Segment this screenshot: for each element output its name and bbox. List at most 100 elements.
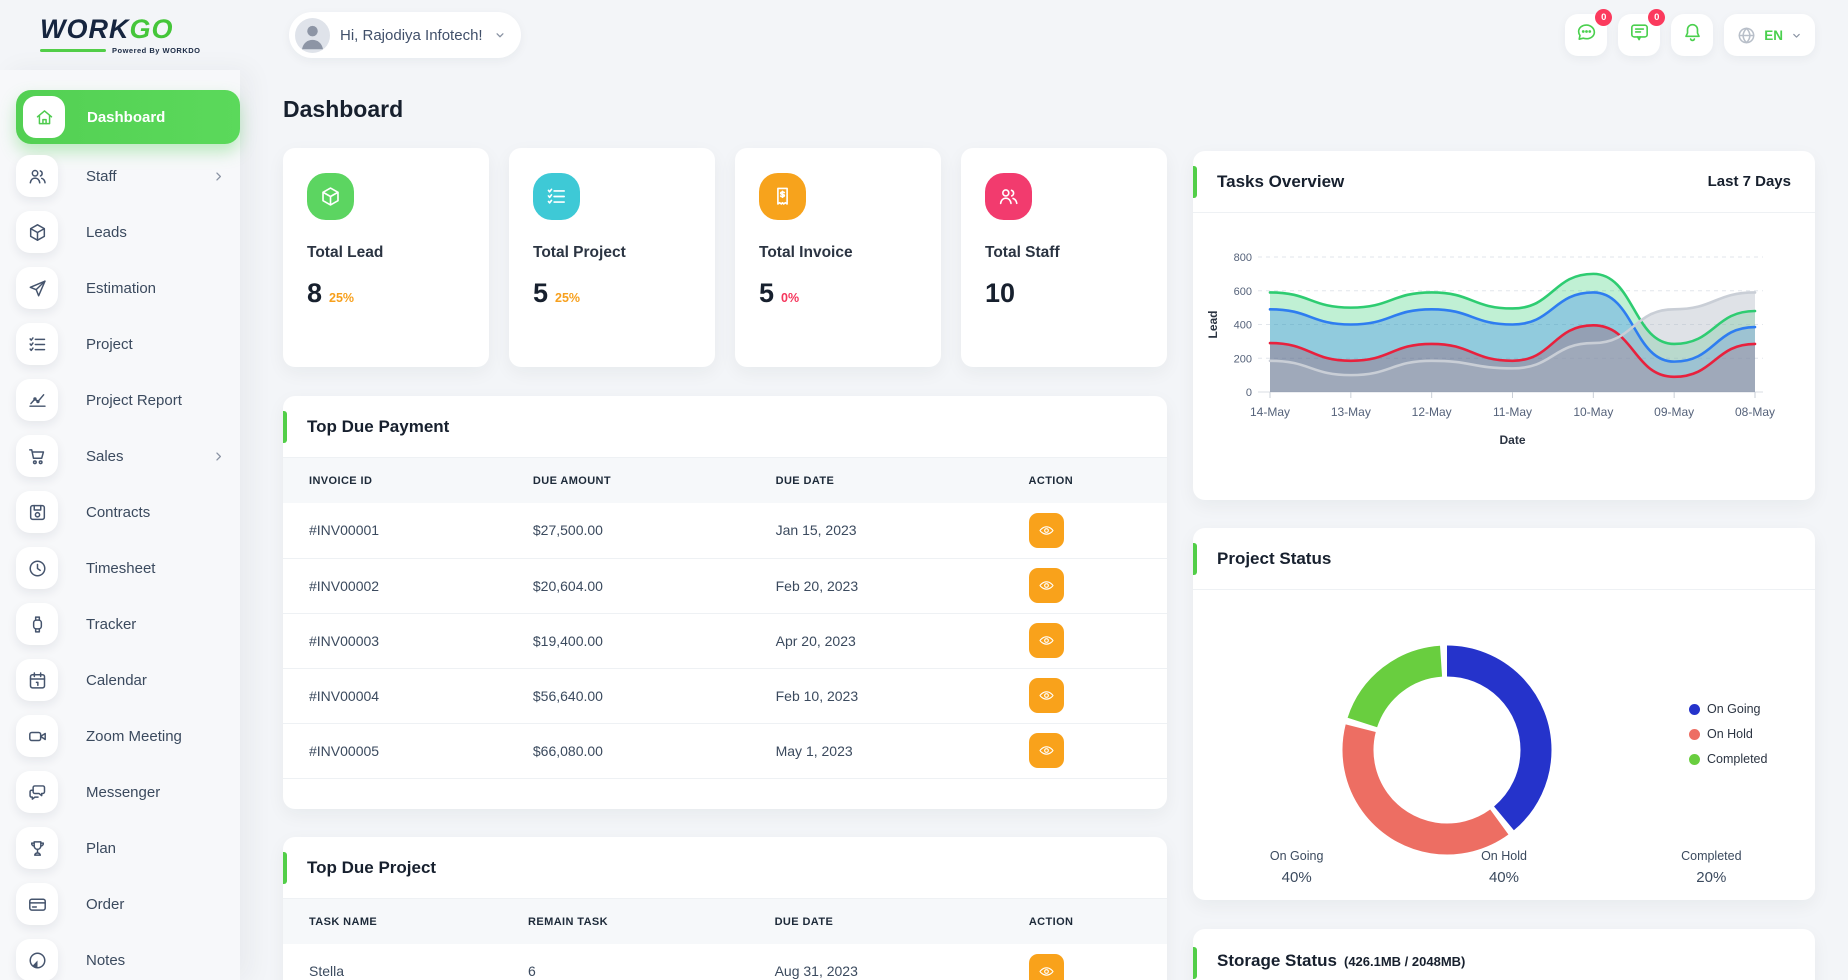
- sidebar-item-label: Estimation: [86, 279, 157, 297]
- column-header: DUE AMOUNT: [532, 474, 612, 487]
- legend-dot: [1689, 753, 1700, 765]
- summary-label: Completed: [1681, 849, 1742, 863]
- sidebar-item-estimation[interactable]: Estimation: [0, 260, 240, 316]
- tasks-overview-card: Tasks Overview Last 7 Days 0 200 400 600 800…: [1193, 151, 1815, 500]
- cart-icon: [16, 435, 58, 477]
- invoice-link[interactable]: #INV00003: [283, 613, 507, 669]
- header-actions: 0 0 EN: [1565, 9, 1848, 56]
- view-button[interactable]: [1028, 568, 1064, 603]
- donut-summary-completed: Completed 20%: [1608, 849, 1815, 886]
- svg-text:600: 600: [1234, 286, 1252, 298]
- due-payment-table: INVOICE ID DUE AMOUNT DUE DATE ACTION #INV00…: [283, 458, 1167, 779]
- view-button[interactable]: [1028, 512, 1064, 548]
- sidebar-item-dashboard[interactable]: Dashboard: [16, 90, 240, 144]
- sidebar-item-label: Messenger: [86, 783, 161, 801]
- stat-label: Total Lead: [307, 244, 384, 261]
- cell: Apr 20, 2023: [749, 613, 1003, 669]
- accent-bar: [1193, 166, 1197, 198]
- sidebar-item-label: Order: [86, 895, 125, 913]
- top-header: WORKGO Powered By WORKDO Hi, Rajodiya In…: [0, 0, 1848, 70]
- storage-status-card: Storage Status (426.1MB / 2048MB): [1193, 929, 1815, 980]
- sidebar-item-label: Project Report: [86, 391, 182, 409]
- credit-card-icon: [16, 883, 58, 925]
- message-square-icon: [1628, 21, 1651, 49]
- donut-area: On Going On Hold Completed: [1193, 590, 1815, 899]
- accent-bar: [1193, 947, 1197, 979]
- sidebar-item-project-report[interactable]: Project Report: [0, 372, 240, 428]
- cell: Jan 15, 2023: [749, 503, 1003, 559]
- cell: $27,500.00: [506, 503, 750, 559]
- sidebar-item-plan[interactable]: Plan: [0, 820, 240, 876]
- sidebar-item-calendar[interactable]: Calendar: [0, 652, 240, 708]
- legend-dot: [1689, 728, 1700, 740]
- cell: May 1, 2023: [749, 723, 1003, 779]
- sidebar-item-contracts[interactable]: Contracts: [0, 484, 240, 540]
- project-status-donut: [1342, 645, 1552, 855]
- summary-label: On Hold: [1481, 849, 1527, 863]
- table-row: #INV00004 $56,640.00 Feb 10, 2023: [283, 668, 1167, 724]
- notifications-button[interactable]: [1671, 14, 1714, 56]
- invoice-link[interactable]: #INV00005: [283, 723, 507, 779]
- sidebar-item-sales[interactable]: Sales: [0, 428, 240, 484]
- clock-icon: [16, 547, 58, 589]
- trend-icon: [16, 379, 58, 421]
- svg-text:13-May: 13-May: [1331, 405, 1371, 419]
- stat-value: 5: [533, 278, 549, 308]
- sidebar-item-staff[interactable]: Staff: [0, 148, 240, 204]
- view-button[interactable]: [1028, 733, 1064, 768]
- stat-card-total-lead: Total Lead 8 25%: [283, 148, 489, 367]
- checklist-icon: [533, 173, 580, 220]
- chat-button[interactable]: 0: [1565, 9, 1613, 56]
- legend-label: On Going: [1707, 702, 1761, 716]
- stat-percent: 25%: [555, 291, 581, 305]
- accent-bar: [283, 411, 287, 443]
- sidebar-item-label: Zoom Meeting: [86, 727, 182, 745]
- view-button[interactable]: [1028, 953, 1064, 980]
- sidebar-item-timesheet[interactable]: Timesheet: [0, 540, 240, 596]
- sidebar-item-zoom-meeting[interactable]: Zoom Meeting: [0, 708, 240, 764]
- users-icon: [985, 173, 1032, 220]
- sidebar-item-label: Plan: [86, 839, 117, 857]
- chat-bubbles-icon: [16, 771, 58, 813]
- sidebar: Dashboard Staff Leads Estimation Project Proj…: [0, 70, 240, 980]
- view-button[interactable]: [1028, 678, 1064, 713]
- svg-text:0: 0: [1246, 387, 1252, 399]
- sidebar-item-order[interactable]: Order: [0, 876, 240, 932]
- invoice-link[interactable]: #INV00002: [283, 558, 507, 614]
- sidebar-item-project[interactable]: Project: [0, 316, 240, 372]
- column-header: ACTION: [1028, 915, 1074, 928]
- table-row: #INV00002 $20,604.00 Feb 20, 2023: [283, 558, 1167, 614]
- user-menu[interactable]: Hi, Rajodiya Infotech!: [289, 12, 521, 58]
- sidebar-item-tracker[interactable]: Tracker: [0, 596, 240, 652]
- due-project-table: TASK NAME REMAIN TASK DUE DATE ACTION Stella…: [283, 899, 1167, 980]
- donut-legend: On Going On Hold Completed: [1689, 702, 1767, 777]
- column-header: REMAIN TASK: [528, 915, 609, 928]
- chat-icon: [1575, 21, 1598, 49]
- invoice-link[interactable]: #INV00001: [283, 503, 507, 559]
- card-title: Project Status: [1217, 548, 1332, 568]
- sidebar-item-leads[interactable]: Leads: [0, 204, 240, 260]
- app-logo: WORKGO Powered By WORKDO: [0, 15, 240, 55]
- view-button[interactable]: [1028, 623, 1064, 658]
- table-row: #INV00001 $27,500.00 Jan 15, 2023: [283, 503, 1167, 559]
- send-icon: [16, 267, 58, 309]
- invoice-link[interactable]: #INV00004: [283, 668, 507, 724]
- cell: $66,080.00: [506, 723, 750, 779]
- svg-text:800: 800: [1234, 252, 1252, 264]
- messages-button[interactable]: 0: [1618, 9, 1666, 56]
- sidebar-item-notes[interactable]: Notes: [0, 932, 240, 980]
- table-row: #INV00005 $66,080.00 May 1, 2023: [283, 723, 1167, 779]
- donut-summary: On Going 40% On Hold 40% Completed 20%: [1193, 849, 1815, 886]
- trophy-icon: [16, 827, 58, 869]
- invoice-icon: [759, 173, 806, 220]
- avatar: [295, 17, 330, 53]
- column-header: DUE DATE: [774, 915, 834, 928]
- pie-icon: [16, 939, 58, 980]
- column-header: INVOICE ID: [309, 474, 373, 487]
- legend-item: On Going: [1689, 702, 1767, 716]
- language-selector[interactable]: EN: [1724, 14, 1815, 56]
- summary-percent: 40%: [1488, 869, 1519, 886]
- sidebar-item-messenger[interactable]: Messenger: [0, 764, 240, 820]
- column-header: TASK NAME: [309, 915, 378, 928]
- stat-percent: 25%: [329, 291, 355, 305]
